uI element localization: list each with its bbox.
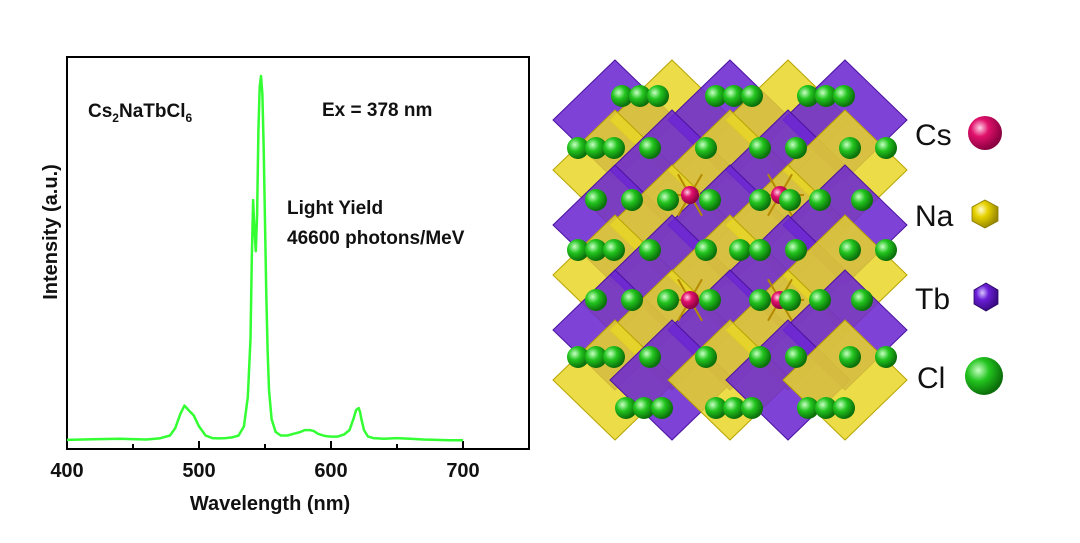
spectrum-series-line [66, 74, 463, 442]
cl-atom [695, 346, 717, 368]
cl-atom [785, 137, 807, 159]
cl-atom [705, 85, 727, 107]
cl-atom [657, 289, 679, 311]
cl-atom [749, 137, 771, 159]
legend-item-na: Na [915, 199, 999, 233]
cl-atom [695, 239, 717, 261]
cl-atom [705, 397, 727, 419]
cl-atom [639, 239, 661, 261]
x-tick-label: 700 [446, 460, 479, 482]
cl-atom [749, 346, 771, 368]
compound-formula-annotation: Cs2NaTbCl6 [88, 101, 192, 125]
legend-label-cs: Cs [915, 119, 952, 152]
cl-atom [629, 85, 651, 107]
cl-atom [741, 397, 763, 419]
cl-atom [567, 137, 589, 159]
cl-atom [749, 189, 771, 211]
cl-atom [615, 397, 637, 419]
cl-atom [797, 85, 819, 107]
excitation-annotation: Ex = 378 nm [322, 100, 432, 121]
light-yield-label: Light Yield [287, 198, 383, 219]
legend-item-cs: Cs [915, 116, 1002, 152]
cl-atom [621, 289, 643, 311]
crystal-structure-illustration [552, 59, 908, 441]
cl-atom [639, 346, 661, 368]
cl-atom [723, 85, 745, 107]
cl-atom [815, 85, 837, 107]
cl-atom [779, 189, 801, 211]
legend-label-tb: Tb [915, 283, 950, 316]
cl-atom [585, 239, 607, 261]
cl-atom [833, 85, 855, 107]
legend-item-tb: Tb [915, 282, 999, 316]
cl-atom [603, 137, 625, 159]
cl-atom [585, 346, 607, 368]
y-axis-label: Intensity (a.u.) [40, 164, 62, 300]
x-axis-ticks [66, 441, 530, 449]
cl-atom [809, 289, 831, 311]
cl-atom [741, 85, 763, 107]
cl-atom [567, 239, 589, 261]
na-atom-icon [971, 199, 999, 229]
cl-atom [567, 346, 589, 368]
cl-atom [875, 137, 897, 159]
cl-atom [611, 85, 633, 107]
legend-label-na: Na [915, 200, 954, 233]
cl-atom [785, 346, 807, 368]
x-axis-tick-labels: 400 500 600 700 [50, 460, 479, 482]
cl-atom [839, 239, 861, 261]
cl-atom [723, 397, 745, 419]
cl-atom [815, 397, 837, 419]
cs-atom [681, 291, 699, 309]
cl-atom [875, 239, 897, 261]
plot-frame [66, 56, 530, 450]
cl-atom [657, 189, 679, 211]
cl-atom [585, 137, 607, 159]
cl-atom [809, 189, 831, 211]
cl-atom [647, 85, 669, 107]
cl-atom [603, 239, 625, 261]
cl-atom [603, 346, 625, 368]
cl-atom [833, 397, 855, 419]
legend-label-cl: Cl [917, 362, 945, 395]
x-tick-label: 600 [314, 460, 347, 482]
legend-item-cl: Cl [917, 357, 1003, 395]
cl-atom [749, 239, 771, 261]
cl-atom [699, 189, 721, 211]
cl-atom [585, 289, 607, 311]
cl-atom [621, 189, 643, 211]
cl-atom [729, 239, 751, 261]
cl-atom [839, 346, 861, 368]
tb-atom-icon [973, 282, 999, 312]
cl-atom [633, 397, 655, 419]
cl-atom [651, 397, 673, 419]
cl-atom [695, 137, 717, 159]
cs-atom-icon [968, 116, 1002, 150]
cl-atom [779, 289, 801, 311]
cl-atom [585, 189, 607, 211]
x-tick-label: 500 [182, 460, 215, 482]
cl-atom [785, 239, 807, 261]
cl-atom-icon [965, 357, 1003, 395]
cs-atom [681, 186, 699, 204]
light-yield-value: 46600 photons/MeV [287, 228, 465, 249]
cl-atom [851, 289, 873, 311]
element-legend: Cs Na Tb Cl [915, 116, 1003, 395]
cl-atom [699, 289, 721, 311]
cl-atom [875, 346, 897, 368]
cl-atom [639, 137, 661, 159]
x-axis-label: Wavelength (nm) [190, 493, 350, 515]
x-tick-label: 400 [50, 460, 83, 482]
cl-atom [839, 137, 861, 159]
cl-atom [749, 289, 771, 311]
emission-chart: 400 500 600 700 Wavelength (nm) Intensity (… [40, 56, 530, 515]
cl-atom [851, 189, 873, 211]
cl-atom [797, 397, 819, 419]
